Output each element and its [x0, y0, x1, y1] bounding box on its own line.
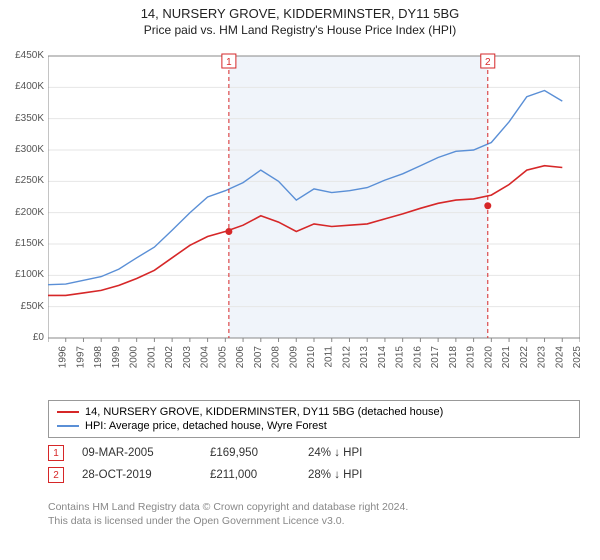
sales-row: 2 28-OCT-2019 £211,000 28% ↓ HPI — [48, 464, 580, 486]
svg-text:1: 1 — [226, 57, 232, 68]
sales-badge: 2 — [48, 467, 64, 483]
sales-hpi: 28% ↓ HPI — [308, 469, 408, 481]
sales-table: 1 09-MAR-2005 £169,950 24% ↓ HPI 2 28-OCT-201… — [48, 442, 580, 486]
x-tick-label: 1999 — [111, 346, 122, 369]
x-tick-label: 2024 — [554, 346, 565, 369]
sales-date: 28-OCT-2019 — [82, 469, 192, 481]
x-tick-label: 2006 — [235, 346, 246, 369]
x-tick-label: 1996 — [58, 346, 69, 369]
x-tick-label: 2013 — [359, 346, 370, 369]
x-tick-label: 2002 — [164, 346, 175, 369]
sales-row: 1 09-MAR-2005 £169,950 24% ↓ HPI — [48, 442, 580, 464]
title-sub: Price paid vs. HM Land Registry's House … — [0, 23, 600, 37]
sale-marker-dot — [225, 228, 232, 235]
sales-hpi: 24% ↓ HPI — [308, 447, 408, 459]
y-tick-label: £50K — [0, 301, 44, 312]
y-tick-label: £250K — [0, 175, 44, 186]
legend-label: 14, NURSERY GROVE, KIDDERMINSTER, DY11 5… — [85, 406, 443, 418]
x-tick-label: 2021 — [501, 346, 512, 369]
title-block: 14, NURSERY GROVE, KIDDERMINSTER, DY11 5… — [0, 0, 600, 37]
x-tick-label: 1995 — [48, 346, 51, 369]
price-chart: 1 2 1995 1996 1997 1998 1999 2000 2001 2002 2003 20… — [48, 48, 580, 378]
y-tick-label: £200K — [0, 207, 44, 218]
x-tick-label: 2022 — [519, 346, 530, 369]
x-tick-label: 2000 — [129, 346, 140, 369]
y-tick-label: £150K — [0, 238, 44, 249]
y-tick-label: £300K — [0, 144, 44, 155]
x-tick-label: 2005 — [217, 346, 228, 369]
y-tick-label: £450K — [0, 50, 44, 61]
x-tick-label: 2011 — [324, 346, 335, 368]
y-tick-label: £100K — [0, 269, 44, 280]
x-tick-label: 1997 — [75, 346, 86, 369]
x-tick-label: 1998 — [93, 346, 104, 369]
x-tick-label: 2016 — [412, 346, 423, 369]
sale-marker-dot — [484, 202, 491, 209]
x-tick-label: 2004 — [200, 346, 211, 369]
x-tick-label: 2012 — [341, 346, 352, 369]
x-tick-label: 2008 — [271, 346, 282, 369]
y-tick-label: £350K — [0, 113, 44, 124]
sales-price: £169,950 — [210, 447, 290, 459]
legend-label: HPI: Average price, detached house, Wyre… — [85, 420, 327, 432]
sales-badge: 1 — [48, 445, 64, 461]
x-tick-label: 2019 — [466, 346, 477, 369]
y-tick-label: £400K — [0, 81, 44, 92]
legend: 14, NURSERY GROVE, KIDDERMINSTER, DY11 5… — [48, 400, 580, 438]
legend-swatch — [57, 425, 79, 427]
footnote: Contains HM Land Registry data © Crown c… — [48, 500, 580, 528]
chart-container: 14, NURSERY GROVE, KIDDERMINSTER, DY11 5… — [0, 0, 600, 560]
title-main: 14, NURSERY GROVE, KIDDERMINSTER, DY11 5… — [0, 6, 600, 21]
sales-date: 09-MAR-2005 — [82, 447, 192, 459]
x-tick-label: 2023 — [537, 346, 548, 369]
legend-row: HPI: Average price, detached house, Wyre… — [57, 419, 571, 433]
x-tick-label: 2014 — [377, 346, 388, 369]
x-tick-label: 2007 — [253, 346, 264, 369]
x-tick-label: 2017 — [430, 346, 441, 369]
x-tick-label: 2003 — [182, 346, 193, 369]
legend-swatch — [57, 411, 79, 413]
svg-text:2: 2 — [485, 57, 491, 68]
y-tick-label: £0 — [0, 332, 44, 343]
x-tick-label: 2015 — [395, 346, 406, 369]
x-tick-label: 2025 — [572, 346, 580, 369]
footnote-line2: This data is licensed under the Open Gov… — [48, 514, 580, 528]
legend-row: 14, NURSERY GROVE, KIDDERMINSTER, DY11 5… — [57, 405, 571, 419]
footnote-line1: Contains HM Land Registry data © Crown c… — [48, 500, 580, 514]
x-tick-label: 2010 — [306, 346, 317, 369]
x-tick-label: 2009 — [288, 346, 299, 369]
x-tick-label: 2018 — [448, 346, 459, 369]
x-tick-label: 2020 — [483, 346, 494, 369]
x-tick-label: 2001 — [146, 346, 157, 369]
sales-price: £211,000 — [210, 469, 290, 481]
